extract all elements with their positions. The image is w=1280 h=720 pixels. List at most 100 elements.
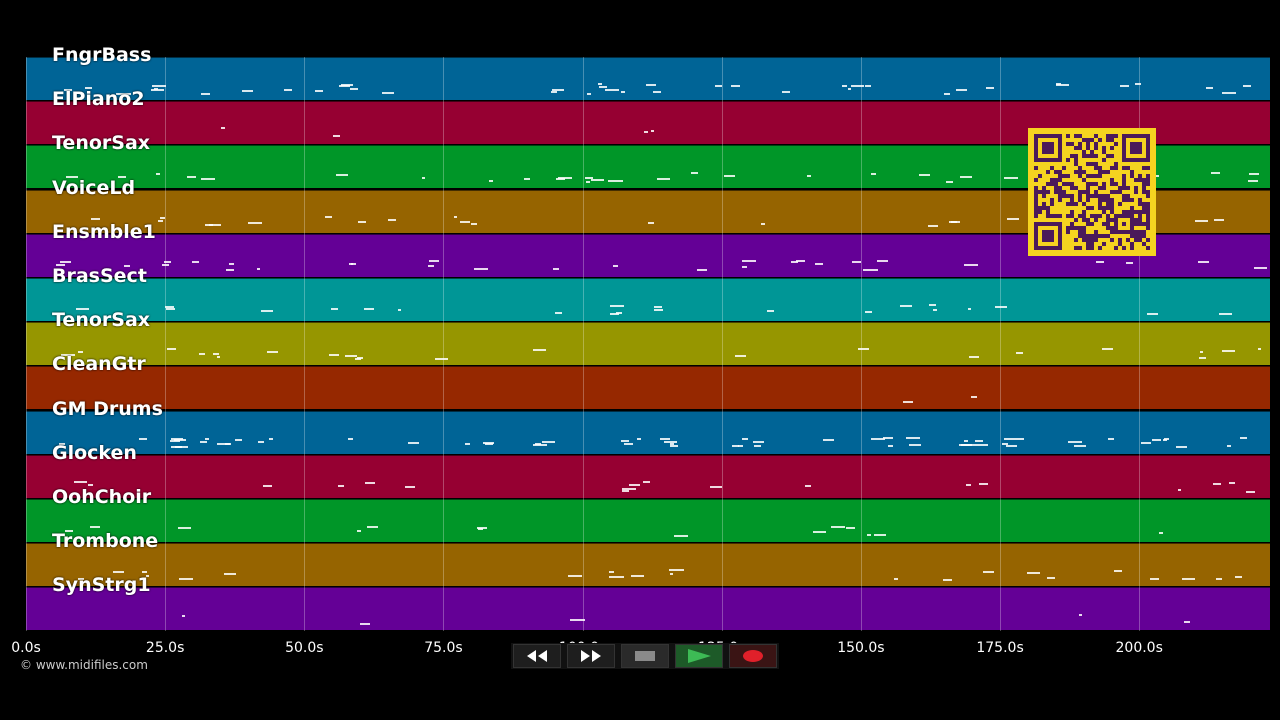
note-mark xyxy=(674,534,689,537)
note-mark xyxy=(979,483,989,486)
note-mark xyxy=(942,578,952,581)
note-mark xyxy=(943,92,950,95)
note-mark xyxy=(570,619,585,622)
note-mark xyxy=(710,486,722,489)
note-mark xyxy=(857,348,870,351)
note-mark xyxy=(348,438,353,441)
note-mark xyxy=(865,311,873,314)
note-mark xyxy=(181,615,185,618)
note-mark xyxy=(587,92,592,95)
note-mark xyxy=(664,440,677,443)
note-mark xyxy=(173,439,186,442)
time-tick-label: 175.0s xyxy=(976,640,1024,656)
note-mark xyxy=(643,130,648,133)
note-mark xyxy=(766,310,774,313)
note-mark xyxy=(59,442,65,445)
track-label: TenorSax xyxy=(52,132,151,155)
note-mark xyxy=(654,309,663,312)
note-mark xyxy=(141,570,148,573)
note-mark xyxy=(204,438,210,441)
note-mark xyxy=(349,263,354,266)
note-mark xyxy=(995,306,1007,308)
note-mark xyxy=(975,443,988,446)
note-mark xyxy=(1221,350,1236,353)
note-mark xyxy=(1226,444,1231,447)
copyright-text: © www.midifiles.com xyxy=(20,658,148,672)
track-label: SynStrg1 xyxy=(52,574,151,597)
stop-button[interactable] xyxy=(621,644,669,668)
note-mark xyxy=(874,534,887,537)
note-mark xyxy=(336,174,349,177)
note-mark xyxy=(324,215,333,218)
note-mark xyxy=(56,264,65,267)
note-mark xyxy=(653,306,662,309)
note-mark xyxy=(1212,482,1221,485)
gridline xyxy=(165,57,167,631)
note-mark xyxy=(427,265,434,268)
note-mark xyxy=(216,443,230,446)
note-mark xyxy=(524,177,530,180)
note-mark xyxy=(267,351,279,354)
note-mark xyxy=(1194,219,1208,222)
time-tick-label: 50.0s xyxy=(285,640,324,656)
track-lane xyxy=(26,278,1270,321)
note-mark xyxy=(1164,438,1170,441)
note-mark xyxy=(1079,613,1083,616)
note-mark xyxy=(328,354,339,357)
note-mark xyxy=(471,222,478,225)
note-mark xyxy=(349,88,359,91)
note-mark xyxy=(656,178,671,181)
note-mark xyxy=(983,571,994,574)
note-mark xyxy=(955,88,967,91)
track-label: TenorSax xyxy=(52,309,151,332)
note-mark xyxy=(945,180,953,183)
note-mark xyxy=(85,86,92,89)
rewind-button[interactable] xyxy=(513,644,561,668)
note-mark xyxy=(730,84,740,87)
stop-icon xyxy=(635,651,655,661)
note-mark xyxy=(263,484,273,487)
note-mark xyxy=(961,443,976,446)
note-mark xyxy=(422,177,426,180)
note-mark xyxy=(226,269,234,272)
note-mark xyxy=(741,438,749,441)
note-mark xyxy=(805,485,812,488)
note-mark xyxy=(586,181,590,184)
note-mark xyxy=(669,444,678,447)
note-mark xyxy=(650,129,655,132)
record-button[interactable] xyxy=(729,644,777,668)
note-mark xyxy=(753,440,764,443)
fast-forward-button[interactable] xyxy=(567,644,615,668)
qr-code-graphic xyxy=(1034,134,1150,250)
note-mark xyxy=(1056,84,1070,87)
note-mark xyxy=(1199,351,1203,354)
note-mark xyxy=(585,176,593,179)
note-mark xyxy=(552,89,564,92)
note-mark xyxy=(428,260,440,263)
note-mark xyxy=(964,440,968,443)
record-icon xyxy=(743,650,763,662)
gridline xyxy=(1000,57,1002,631)
note-mark xyxy=(533,443,547,446)
note-mark xyxy=(60,354,76,357)
note-mark xyxy=(1158,532,1163,535)
gridline xyxy=(582,57,584,631)
note-mark xyxy=(477,527,487,530)
note-mark xyxy=(166,307,175,310)
note-mark xyxy=(333,135,340,138)
note-mark xyxy=(164,306,175,309)
gridline xyxy=(1139,57,1141,631)
play-button[interactable] xyxy=(675,644,723,668)
note-mark xyxy=(790,260,799,263)
note-mark xyxy=(357,220,366,223)
gridline xyxy=(721,57,723,631)
time-tick-label: 25.0s xyxy=(145,640,185,656)
track-lane xyxy=(26,454,1270,498)
note-mark xyxy=(1213,218,1225,221)
track-lane xyxy=(26,587,1270,631)
note-mark xyxy=(241,89,254,92)
note-mark xyxy=(365,482,376,485)
track-lane xyxy=(26,543,1270,587)
note-mark xyxy=(552,267,560,270)
note-mark xyxy=(928,304,936,307)
